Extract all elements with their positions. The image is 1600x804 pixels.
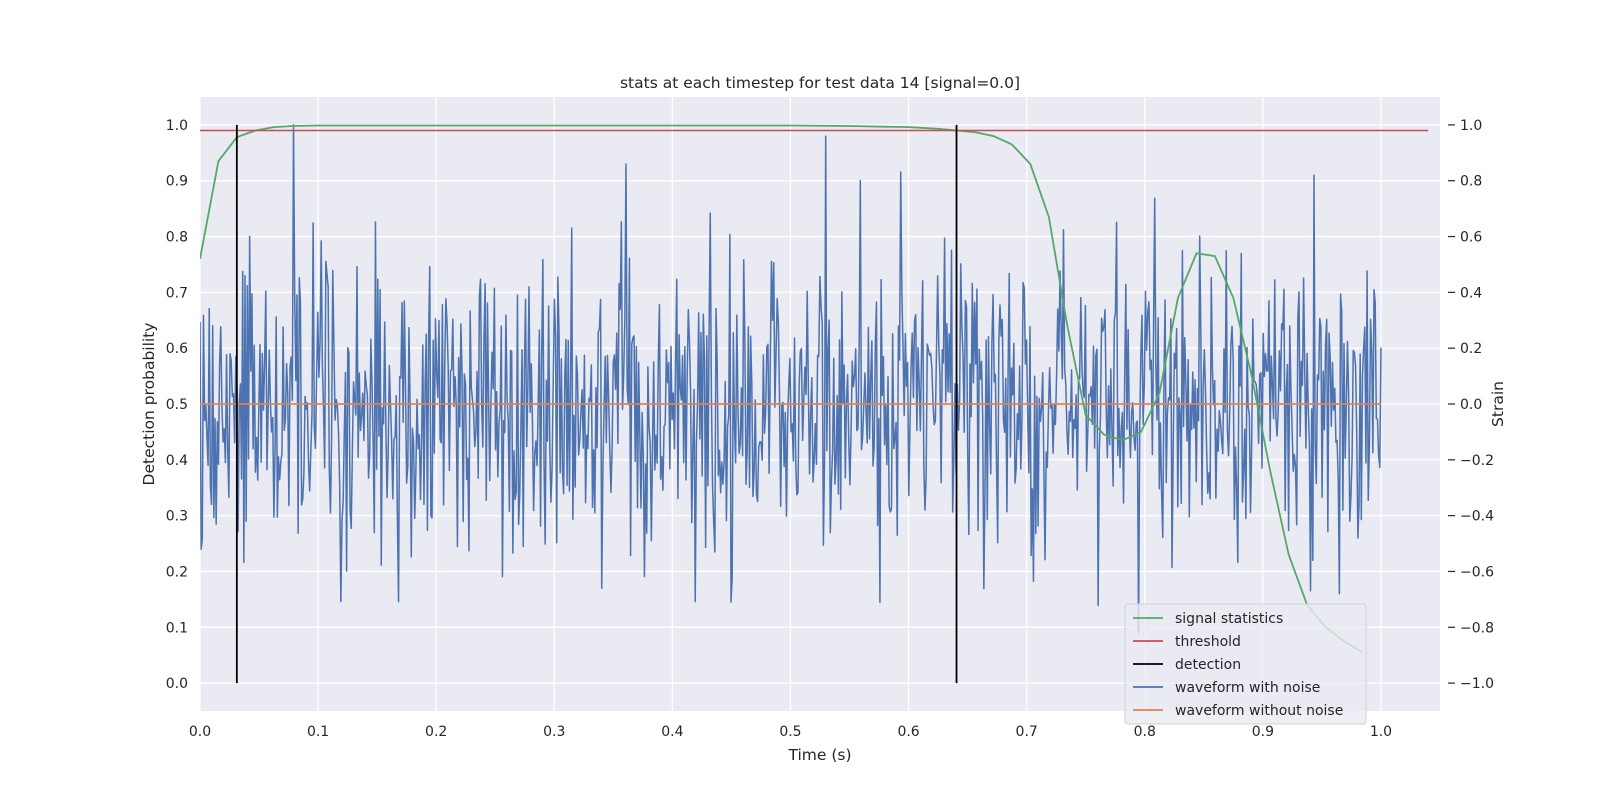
y-tick-label-right: 0.2 <box>1460 341 1482 357</box>
y-tick-label-left: 0.9 <box>166 174 188 190</box>
x-tick-label: 0.1 <box>307 724 329 740</box>
x-tick-label: 0.9 <box>1252 724 1274 740</box>
series-signal-statistics <box>200 124 1363 654</box>
y-axis-label-left: Detection probability <box>140 323 158 486</box>
legend: signal statistics threshold detection wavef… <box>1124 603 1367 725</box>
y-tick-label-left: 0.2 <box>166 564 188 580</box>
y-tick-label-left: 0.7 <box>166 285 188 301</box>
x-tick-label: 1.0 <box>1370 724 1392 740</box>
y-tick-label-left: 0.4 <box>166 453 188 469</box>
y-tick-label-right: −1.0 <box>1460 676 1494 692</box>
y-tick-label-left: 1.0 <box>166 118 188 134</box>
legend-label-waveform-without-noise: waveform without noise <box>1175 703 1343 719</box>
x-tick-label: 0.6 <box>897 724 919 740</box>
legend-label-signal-statistics: signal statistics <box>1175 611 1283 627</box>
y-tick-label-left: 0.1 <box>166 620 188 636</box>
x-axis-label: Time (s) <box>787 746 851 764</box>
x-tick-label: 0.5 <box>779 724 801 740</box>
x-tick-label: 0.2 <box>425 724 447 740</box>
series-layer <box>200 124 1429 684</box>
y-tick-label-left: 0.0 <box>166 676 188 692</box>
x-tick-label: 0.7 <box>1016 724 1038 740</box>
y-tick-label-right: 0.8 <box>1460 174 1482 190</box>
y-tick-label-right: −0.8 <box>1460 620 1494 636</box>
y-axis-label-right: Strain <box>1489 381 1507 427</box>
y-tick-label-right: 0.4 <box>1460 285 1482 301</box>
y-tick-label-right: −0.2 <box>1460 453 1494 469</box>
y-tick-label-right: −0.6 <box>1460 564 1494 580</box>
x-tick-label: 0.8 <box>1134 724 1156 740</box>
y-tick-label-left: 0.5 <box>166 397 188 413</box>
y-tick-label-right: 0.0 <box>1460 397 1482 413</box>
axes-layer: 0.0 0.1 0.2 0.3 0.4 0.5 0.6 0.7 0.8 0.9 1.0 0.0 0.1 0… <box>166 118 1494 740</box>
series-waveform-with-noise <box>200 124 1382 634</box>
y-tick-label-left: 0.3 <box>166 509 188 525</box>
y-tick-label-right: −0.4 <box>1460 509 1494 525</box>
chart-title: stats at each timestep for test data 14 … <box>620 74 1020 92</box>
y-tick-label-left: 0.8 <box>166 230 188 246</box>
y-tick-label-right: 1.0 <box>1460 118 1482 134</box>
y-tick-label-left: 0.6 <box>166 341 188 357</box>
x-tick-label: 0.4 <box>661 724 683 740</box>
legend-label-waveform-with-noise: waveform with noise <box>1175 680 1320 696</box>
legend-label-detection: detection <box>1175 657 1241 673</box>
x-tick-label: 0.0 <box>189 724 211 740</box>
legend-box <box>1124 603 1367 725</box>
y-tick-label-right: 0.6 <box>1460 230 1482 246</box>
legend-label-threshold: threshold <box>1175 634 1241 650</box>
x-tick-label: 0.3 <box>543 724 565 740</box>
